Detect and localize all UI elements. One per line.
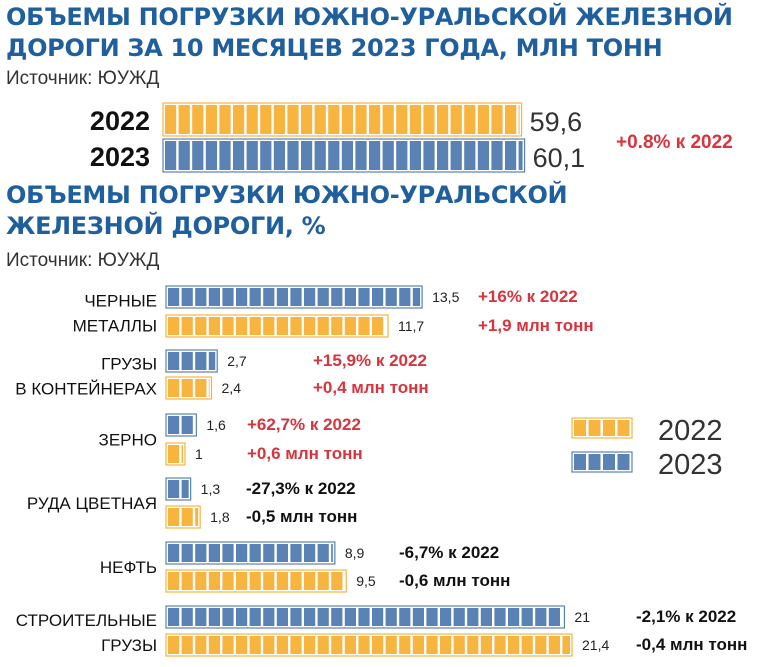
chart2-legend-label-2022: 2022 [658, 415, 723, 447]
chart2-source: Источник: ЮУЖД [6, 250, 160, 271]
chart1-value-label-2022: 59,6 [530, 107, 583, 137]
chart2-value-label-2022-5: 21,4 [582, 637, 609, 653]
chart1-value-label-2023: 60,1 [533, 143, 586, 173]
chart2-change-tonnes-5: -0,4 млн тонн [636, 635, 747, 654]
chart2-legend-label-2023: 2023 [658, 449, 723, 481]
chart2-category-label-1-line-2: В КОНТЕЙНЕРАХ [15, 380, 157, 399]
chart2-bar-2022-2 [165, 442, 186, 466]
chart1-title-line-2: ДОРОГИ ЗА 10 МЕСЯЦЕВ 2023 ГОДА, МЛН ТОНН [6, 34, 663, 62]
chart2-category-label-0-line-1: ЧЕРНЫЕ [84, 292, 157, 311]
chart1-title: ОБЪЕМЫ ПОГРУЗКИ ЮЖНО-УРАЛЬСКОЙ ЖЕЛЕЗНОЙ … [6, 2, 733, 64]
chart2-bar-2023-2 [165, 413, 197, 437]
chart2-category-label-5-line-1: СТРОИТЕЛЬНЫЕ [16, 611, 157, 630]
chart1-bar-2022 [162, 102, 523, 137]
chart2-bar-2022-3 [165, 505, 201, 529]
chart2-value-label-2022-1: 2,4 [222, 380, 242, 396]
chart2-category-label-2: ЗЕРНО [99, 431, 157, 450]
chart2-bar-2023-5 [165, 605, 566, 629]
chart2-change-tonnes-3: -0,5 млн тонн [246, 507, 357, 526]
chart2-value-label-2023-4: 8,9 [345, 545, 365, 561]
chart2-category-label-1-line-1: ГРУЗЫ [101, 355, 157, 374]
chart2-change-percent-2: +62,7% к 2022 [247, 415, 361, 434]
chart2-title: ОБЪЕМЫ ПОГРУЗКИ ЮЖНО-УРАЛЬСКОЙ ЖЕЛЕЗНОЙ … [6, 180, 568, 242]
chart2-change-tonnes-4: -0,6 млн тонн [399, 571, 510, 590]
chart2-bar-2023-4 [165, 541, 336, 565]
chart2-value-label-2022-0: 11,7 [398, 318, 424, 334]
chart2-bar-2023-0 [165, 285, 423, 309]
chart2-change-percent-4: -6,7% к 2022 [399, 543, 499, 562]
chart2-value-label-2022-2: 1 [195, 446, 203, 462]
chart1-year-label-2023: 2023 [90, 142, 150, 172]
chart1-year-label-2022: 2022 [90, 106, 150, 136]
chart2-category-label-5-line-2: ГРУЗЫ [101, 636, 157, 655]
chart2-value-label-2022-3: 1,8 [210, 509, 230, 525]
chart2-category-label-0-line-2: МЕТАЛЛЫ [73, 317, 157, 336]
chart2-change-tonnes-1: +0,4 млн тонн [313, 378, 429, 397]
chart2-change-percent-5: -2,1% к 2022 [636, 607, 736, 626]
chart1-bar-2023 [162, 138, 526, 173]
chart2-value-label-2023-1: 2,7 [227, 353, 247, 369]
chart2-value-label-2023-0: 13,5 [432, 289, 459, 305]
chart2-category-label-3: РУДА ЦВЕТНАЯ [27, 494, 157, 513]
chart2-bar-2022-4 [165, 569, 347, 593]
chart2-change-percent-1: +15,9% к 2022 [313, 351, 427, 370]
chart1-change-note: +0.8% к 2022 [616, 132, 733, 153]
chart2-bar-2022-1 [165, 376, 213, 400]
chart2-value-label-2023-3: 1,3 [201, 481, 221, 497]
chart2-bar-2023-1 [165, 349, 218, 373]
chart2-bar-2022-0 [165, 314, 389, 338]
chart2-value-label-2023-5: 21 [574, 609, 590, 625]
chart2-bar-2023-3 [165, 477, 192, 501]
chart2-value-label-2022-4: 9,5 [356, 573, 376, 589]
chart2-change-tonnes-0: +1,9 млн тонн [478, 316, 594, 335]
chart2-legend-swatch-2023 [571, 451, 633, 473]
chart1-title-line-1: ОБЪЕМЫ ПОГРУЗКИ ЮЖНО-УРАЛЬСКОЙ ЖЕЛЕЗНОЙ [6, 3, 733, 31]
chart2-category-label-4: НЕФТЬ [100, 558, 157, 577]
chart2-change-tonnes-2: +0,6 млн тонн [247, 444, 363, 463]
chart1-source: Источник: ЮУЖД [6, 68, 160, 89]
chart2-change-percent-0: +16% к 2022 [478, 287, 578, 306]
chart2-legend-swatch-2022 [571, 417, 633, 439]
chart2-title-line-1: ОБЪЕМЫ ПОГРУЗКИ ЮЖНО-УРАЛЬСКОЙ [6, 181, 568, 209]
chart2-change-percent-3: -27,3% к 2022 [246, 479, 356, 498]
chart2-title-line-2: ЖЕЛЕЗНОЙ ДОРОГИ, % [6, 212, 326, 240]
chart2-value-label-2023-2: 1,6 [206, 417, 226, 433]
chart2-bar-2022-5 [165, 633, 573, 657]
